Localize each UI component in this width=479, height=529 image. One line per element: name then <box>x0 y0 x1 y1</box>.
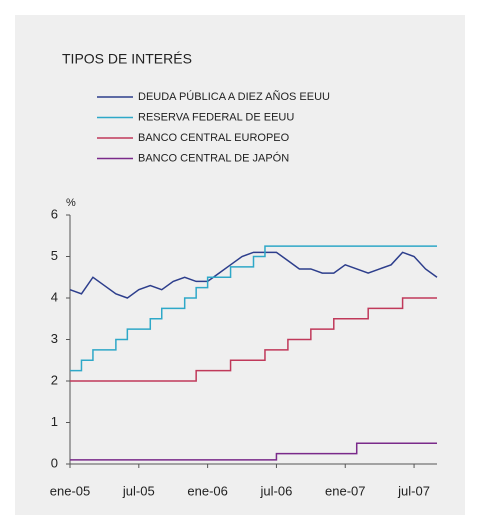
legend-label: BANCO CENTRAL EUROPEO <box>138 132 290 144</box>
legend-label: BANCO CENTRAL DE JAPÓN <box>138 151 289 164</box>
y-tick-label: 6 <box>51 206 58 221</box>
x-tick-label: jul-07 <box>397 483 430 498</box>
series-line <box>69 251 438 299</box>
chart-title: TIPOS DE INTERÉS <box>62 51 192 67</box>
x-tick-label: jul-06 <box>260 483 293 498</box>
y-tick-label: 2 <box>51 372 58 387</box>
series-line <box>70 245 437 372</box>
x-tick-label: ene-06 <box>187 483 227 498</box>
y-tick-label: 3 <box>51 331 58 346</box>
y-axis-label: % <box>66 197 76 209</box>
series-line <box>70 297 437 382</box>
legend-label: DEUDA PÚBLICA A DIEZ AÑOS EEUU <box>138 90 330 103</box>
series-line <box>70 442 437 461</box>
legend-label: RESERVA FEDERAL DE EEUU <box>138 111 294 123</box>
y-tick-label: 1 <box>51 414 58 429</box>
x-tick-label: ene-07 <box>325 483 365 498</box>
y-tick-label: 0 <box>51 455 58 470</box>
y-tick-label: 4 <box>51 289 58 304</box>
x-tick-label: jul-05 <box>122 483 155 498</box>
x-tick-label: ene-05 <box>50 483 90 498</box>
y-tick-label: 5 <box>51 248 58 263</box>
